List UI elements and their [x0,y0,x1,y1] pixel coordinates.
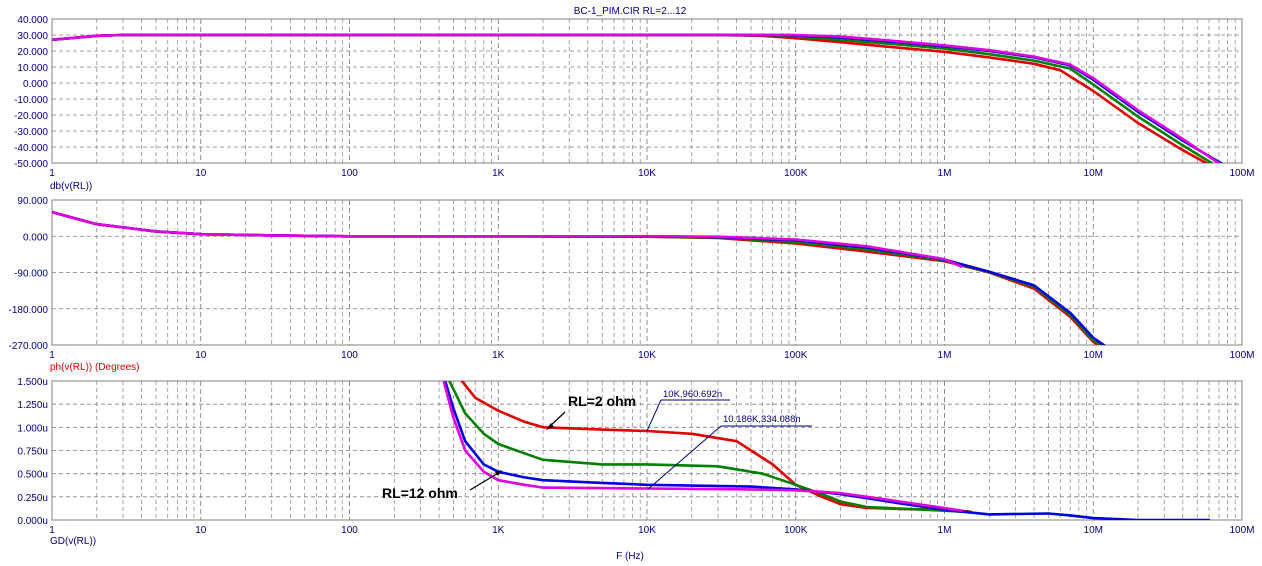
y-tick-label: 1.000u [17,423,48,434]
x-tick-label: 100 [341,168,358,179]
series-group [52,210,1107,345]
series-line-1 [52,33,1215,163]
x-tick-label: 10K [638,350,656,361]
y-tick-label: 1.250u [17,400,48,411]
series-group [442,381,1211,520]
y-tick-label: 0.000 [23,232,48,243]
x-tick-label: 100 [341,525,358,536]
y-tick-label: -50.000 [14,159,48,170]
y-tick-label: -10.000 [14,95,48,106]
x-tick-label: 100K [784,168,808,179]
y-axis-label: GD(v(RL)) [50,536,96,547]
x-tick-label: 100M [1229,525,1254,536]
x-axis-label: F (Hz) [616,551,644,562]
y-axis-label: ph(v(RL)) (Degrees) [50,362,139,373]
y-tick-label: 0.750u [17,447,48,458]
cursor-leader-2 [647,425,722,490]
series-line-0 [460,381,973,514]
x-tick-label: 100M [1229,168,1254,179]
x-tick-label: 10M [1084,350,1103,361]
y-tick-label: 0.000u [17,516,48,527]
y-tick-label: 90.000 [17,196,48,207]
annotation-rl2: RL=2 ohm [568,393,636,409]
chart-title: BC-1_PIM.CIR RL=2...12 [574,6,687,17]
y-tick-label: 10.000 [17,63,48,74]
plot-border [51,18,1243,164]
x-tick-label: 100K [784,350,808,361]
y-tick-label: 0.500u [17,470,48,481]
annotation-arrowhead-rl12 [495,470,502,476]
y-tick-label: -20.000 [14,111,48,122]
x-tick-label: 1K [492,350,505,361]
x-tick-label: 1M [938,525,952,536]
x-tick-label: 1 [49,525,55,536]
series-line-0 [52,210,1101,345]
x-tick-label: 100 [341,350,358,361]
y-tick-label: 0.000 [23,79,48,90]
y-axis-label: db(v(RL)) [50,181,92,192]
annotation-rl12: RL=12 ohm [382,485,458,501]
y-tick-label: -180.000 [9,305,49,316]
series-line-3 [52,210,963,268]
cursor-label-1: 10K,960.692n [663,389,722,400]
series-line-2 [52,210,1107,345]
x-tick-label: 10 [195,168,207,179]
y-tick-label: -90.000 [14,269,48,280]
x-tick-label: 10K [638,525,656,536]
y-tick-label: 20.000 [17,47,48,58]
x-tick-label: 10 [195,525,207,536]
x-tick-label: 100M [1229,350,1254,361]
x-tick-label: 1 [49,168,55,179]
x-tick-label: 10M [1084,525,1103,536]
x-tick-label: 1K [492,168,505,179]
x-tick-label: 1 [49,350,55,361]
series-group [52,33,1224,163]
cursor-leader-1 [646,399,662,432]
y-tick-label: -30.000 [14,127,48,138]
x-tick-label: 10 [195,350,207,361]
annotation-arrow-rl12 [469,471,501,491]
panel-phase: 1 10 100 1K 10K 100K 1M 10M 100M 90.000 0.000 -90.0… [9,196,1255,373]
series-line-3 [442,381,963,513]
annotation-arrowhead-rl2 [546,423,554,430]
x-tick-label: 1K [492,525,505,536]
series-line-2 [443,381,1211,520]
cursor-label-2: 10.186K,334.088n [723,414,801,425]
series-line-0 [52,33,1209,163]
panel-group-delay: 1 10 100 1K 10K 100K 1M 10M 100M 1.500u 1.250u 1.00… [17,377,1254,547]
y-tick-label: 40.000 [17,15,48,26]
x-tick-label: 10K [638,168,656,179]
y-tick-label: -40.000 [14,143,48,154]
plot-border [51,380,1243,521]
series-line-3 [52,33,1221,163]
y-tick-label: 1.500u [17,377,48,388]
panel-magnitude: 1 10 100 1K 10K 100K 1M 10M 100M 40.000 30.000 20.0… [14,15,1254,192]
plot-border [51,199,1243,346]
x-tick-label: 100K [784,525,808,536]
x-tick-label: 10M [1084,168,1103,179]
y-tick-label: -270.000 [9,341,49,352]
x-tick-label: 1M [938,350,952,361]
y-tick-label: 30.000 [17,31,48,42]
series-line-2 [52,33,1224,163]
y-tick-label: 0.250u [17,493,48,504]
x-tick-label: 1M [938,168,952,179]
series-line-1 [448,381,963,514]
